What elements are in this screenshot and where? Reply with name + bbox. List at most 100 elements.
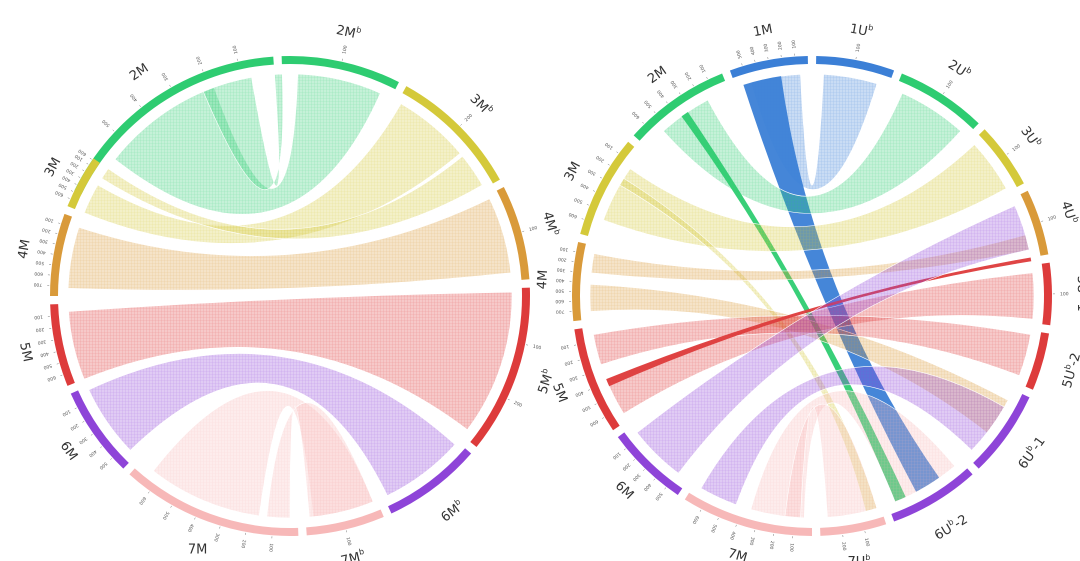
tick-label: 100 — [559, 245, 569, 253]
tick-label: 600 — [568, 211, 578, 219]
tick-mark — [741, 63, 743, 66]
chromosome-arc — [891, 468, 973, 522]
tick-label: 600 — [46, 374, 56, 383]
tick-mark — [202, 69, 204, 72]
chromosome-label: 7Mb — [339, 546, 367, 561]
tick-mark — [643, 469, 645, 471]
tick-label: 200 — [777, 41, 784, 50]
tick-label: 400 — [642, 482, 652, 493]
tick-mark — [653, 478, 656, 481]
chromosome-arc — [496, 187, 530, 280]
chromosome-arc — [572, 242, 586, 322]
tick-mark — [112, 129, 115, 132]
link-ribbon — [784, 403, 878, 519]
chromosome-label: 6M — [612, 478, 636, 502]
chromosome-label: 4M — [534, 269, 550, 289]
link-ribbon — [700, 366, 1005, 505]
tick-mark — [169, 84, 171, 87]
tick-label: 300 — [587, 167, 598, 177]
tick-label: 300 — [556, 266, 565, 273]
chromosome-label: 6Ub-1 — [1014, 433, 1049, 472]
tick-label: 600 — [137, 495, 147, 506]
tick-label: 200 — [69, 422, 80, 432]
tick-label: 400 — [87, 448, 98, 458]
tick-label: 300 — [65, 167, 76, 177]
tick-mark — [623, 448, 626, 451]
chromosome-label: 3M — [41, 155, 63, 179]
tick-label: 200 — [195, 55, 204, 65]
tick-mark — [78, 176, 81, 178]
tick-label: 400 — [728, 530, 736, 540]
link-ribbon — [603, 144, 1007, 252]
tick-label: 100 — [344, 537, 352, 547]
tick-label: 200 — [684, 71, 694, 82]
chromosome-arc — [617, 432, 683, 495]
tick-label: 500 — [573, 196, 583, 205]
chromosome-arc — [816, 56, 895, 78]
tick-label: 600 — [589, 418, 600, 428]
chromosome-segment: 100 200 300 400 500 1M — [729, 21, 808, 78]
tick-label: 100 — [232, 45, 240, 55]
chromosome-segment: 100 200 5Mb — [470, 287, 555, 448]
chromosome-arc — [973, 394, 1030, 469]
tick-label: 500 — [43, 362, 53, 370]
links-layer — [589, 73, 1035, 519]
tick-label: 300 — [78, 435, 89, 445]
tick-label: 200 — [239, 539, 246, 549]
chromosome-arc — [1041, 262, 1052, 326]
chromosome-label: 6Mb — [437, 497, 467, 525]
chromosome-segment: 100 200 300 400 500 600 700 4M — [534, 242, 586, 322]
tick-label: 100 — [698, 63, 707, 73]
tick-label: 200 — [41, 226, 51, 234]
tick-label: 700 — [33, 281, 42, 287]
tick-label: 100 — [1011, 143, 1022, 153]
chromosome-arc — [306, 509, 384, 536]
tick-label: 100 — [532, 344, 542, 352]
tick-mark — [664, 487, 667, 490]
tick-mark — [678, 92, 681, 95]
tick-label: 500 — [735, 49, 743, 59]
tick-mark — [219, 526, 221, 529]
link-ribbon — [83, 103, 461, 244]
tick-label: 300 — [631, 472, 641, 482]
tick-label: 400 — [656, 88, 666, 99]
tick-mark — [56, 363, 59, 365]
tick-label: 400 — [556, 277, 565, 284]
chromosome-arc — [574, 328, 620, 431]
tick-label: 300 — [161, 71, 171, 82]
links-layer — [67, 73, 513, 519]
tick-label: 200 — [464, 113, 474, 123]
tick-label: 400 — [129, 92, 139, 103]
tick-label: 300 — [39, 237, 49, 245]
tick-label: 100 — [1047, 214, 1057, 222]
chromosome-label: 7M — [188, 542, 208, 557]
tick-label: 400 — [574, 389, 584, 398]
tick-mark — [82, 421, 85, 423]
link-ribbon — [88, 353, 456, 496]
tick-label: 100 — [341, 45, 349, 55]
chromosome-arc — [633, 73, 726, 141]
tick-mark — [943, 92, 945, 95]
tick-label: 400 — [749, 46, 757, 56]
tick-mark — [147, 491, 150, 494]
tick-mark — [110, 458, 113, 460]
tick-label: 600 — [34, 270, 43, 277]
chromosome-arc — [67, 158, 100, 210]
chromosome-arc — [281, 55, 399, 90]
tick-label: 200 — [564, 359, 574, 367]
tick-mark — [522, 230, 525, 232]
link-ribbon — [743, 76, 940, 493]
chromosome-arc — [684, 492, 812, 536]
chromosome-label: 7M — [726, 546, 749, 561]
chromosome-label: 4Mb — [540, 209, 563, 237]
tick-label: 100 — [44, 215, 54, 223]
tick-mark — [170, 505, 172, 508]
chromosome-label: 3Ub — [1018, 122, 1045, 150]
chromosome-segment: 100 5Ub-1 — [1041, 262, 1080, 326]
chromosome-arc — [129, 468, 299, 536]
tick-mark — [60, 374, 63, 376]
